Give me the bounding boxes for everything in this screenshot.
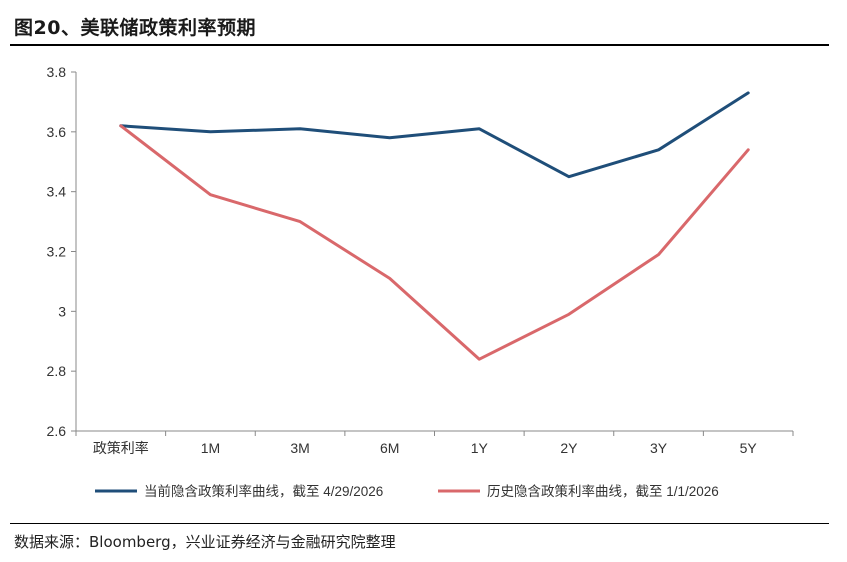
chart-legend: 当前隐含政策利率曲线，截至 4/29/2026 历史隐含政策利率曲线，截至 1/1… — [95, 483, 719, 499]
series-lines — [119, 91, 750, 361]
x-tick-label: 1Y — [471, 440, 489, 456]
source-divider — [10, 523, 829, 524]
y-tick-label: 2.6 — [47, 423, 67, 439]
x-tick-label: 6M — [380, 440, 399, 456]
y-axis: 2.6 2.8 3 3.2 3.4 3.6 3.8 — [47, 64, 77, 439]
y-tick-label: 3.2 — [47, 244, 67, 260]
series-line-2 — [119, 124, 750, 361]
figure-title: 图20、美联储政策利率预期 — [14, 17, 256, 39]
y-tick-label: 3.4 — [47, 184, 67, 200]
x-tick-label: 1M — [201, 440, 220, 456]
y-tick-label: 2.8 — [47, 363, 67, 379]
title-divider — [10, 44, 829, 46]
y-tick-label: 3.8 — [47, 64, 67, 80]
legend-label-2: 历史隐含政策利率曲线，截至 1/1/2026 — [487, 483, 719, 499]
legend-label-1: 当前隐含政策利率曲线，截至 4/29/2026 — [144, 483, 383, 499]
x-tick-label: 2Y — [560, 440, 578, 456]
y-tick-label: 3.6 — [47, 124, 67, 140]
source-note: 数据来源：Bloomberg，兴业证券经济与金融研究院整理 — [14, 533, 396, 551]
line-chart: 2.6 2.8 3 3.2 3.4 3.6 3.8 政策利率 1M 3M 6M 1Y 2Y 3Y 5Y 当… — [47, 64, 794, 499]
y-tick-label: 3 — [58, 303, 66, 319]
x-tick-label: 政策利率 — [93, 440, 149, 456]
x-tick-label: 3Y — [650, 440, 668, 456]
x-tick-label: 5Y — [740, 440, 758, 456]
x-axis: 政策利率 1M 3M 6M 1Y 2Y 3Y 5Y — [75, 430, 794, 456]
series-line-1 — [119, 91, 750, 179]
x-tick-label: 3M — [290, 440, 309, 456]
